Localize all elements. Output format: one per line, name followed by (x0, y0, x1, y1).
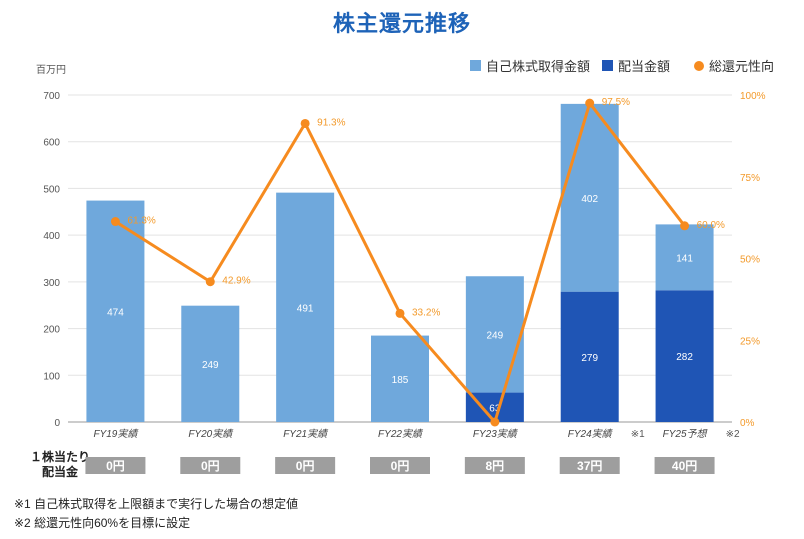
dps-value: 8円 (486, 459, 505, 473)
payout-ratio-label: 97.5% (602, 97, 630, 108)
bar-buyback (655, 224, 714, 291)
y2-tick-label: 100% (740, 91, 766, 102)
payout-ratio-label: 42.9% (222, 276, 250, 287)
bar-value-label: 141 (676, 253, 693, 264)
y2-tick-label: 0% (740, 418, 755, 429)
payout-ratio-line: 61.3% 42.9% 91.3% 33.2% 97.5% 60.0% (110, 97, 725, 427)
y-tick-label: 700 (43, 91, 60, 102)
dps-box (370, 457, 430, 474)
legend-label: 総還元性向 (709, 59, 774, 74)
y-tick-label: 500 (43, 184, 60, 195)
bar-value-label: 491 (297, 303, 314, 314)
bar-buyback (465, 276, 524, 393)
x-category-label: FY25予想 (663, 428, 708, 440)
bar-value-label: 185 (392, 375, 409, 386)
dps-value: 0円 (391, 459, 410, 473)
bar-value-label: 63 (489, 403, 501, 414)
y-axis-unit: 百万円 (36, 64, 66, 76)
bar-dividend (655, 290, 714, 422)
payout-ratio-label: 33.2% (412, 307, 440, 318)
footnotes: ※1 自己株式取得を上限額まで実行した場合の想定値 ※2 総還元性向60%を目標に… (14, 496, 298, 530)
dps-value: 0円 (106, 459, 125, 473)
y-axis-right: 0% 25% 50% 75% 100% (740, 91, 766, 429)
y-tick-label: 400 (43, 231, 60, 242)
legend-marker-payout-ratio (694, 61, 704, 71)
dps-header-line1: １株当たり (30, 449, 90, 464)
y2-tick-label: 50% (740, 255, 760, 266)
y-tick-label: 200 (43, 325, 60, 336)
dps-value: 40円 (672, 459, 697, 473)
payout-ratio-label: 91.3% (317, 117, 345, 128)
bar-buyback (276, 192, 335, 422)
dps-box (654, 457, 715, 474)
bar-value-label: 402 (581, 194, 598, 205)
bar-buyback (560, 103, 619, 292)
x-category-label: FY24実績 (568, 428, 614, 440)
x-category-label: FY23実績 (473, 428, 519, 440)
y2-tick-label: 25% (740, 336, 760, 347)
x-category-label: FY19実績 (93, 428, 139, 440)
y-tick-label: 0 (54, 418, 60, 429)
y-tick-label: 600 (43, 138, 60, 149)
payout-ratio-point (395, 308, 405, 318)
bar-buyback (371, 335, 429, 422)
dps-box (464, 457, 525, 474)
legend-marker-0 (470, 60, 481, 71)
bar-value-label: 249 (202, 360, 219, 371)
bar-dividend (560, 291, 619, 422)
chart-title: 株主還元推移 (332, 11, 471, 36)
payout-ratio-point (205, 277, 215, 287)
legend-label: 自己株式取得金額 (486, 59, 590, 74)
x-category-label: FY20実績 (188, 428, 234, 440)
dps-box (85, 457, 146, 474)
payout-ratio-label: 61.3% (127, 216, 155, 227)
x-axis-categories: FY19実績 FY20実績 FY21実績 FY22実績 FY23実績 FY24実績 ※1 FY… (93, 428, 739, 440)
y2-tick-label: 75% (740, 173, 760, 184)
y-tick-label: 100 (43, 371, 60, 382)
bar-value-label: 279 (581, 353, 598, 364)
dps-header-line2: 配当金 (42, 464, 79, 479)
payout-ratio-point (585, 98, 595, 108)
footnote: ※2 総還元性向60%を目標に設定 (14, 515, 190, 530)
payout-ratio-point (680, 221, 690, 231)
x-category-note: ※1 (631, 429, 645, 440)
bar-value-label: 474 (107, 307, 124, 318)
footnote: ※1 自己株式取得を上限額まで実行した場合の想定値 (14, 496, 298, 511)
bar-buyback (86, 200, 145, 422)
y-tick-label: 300 (43, 278, 60, 289)
legend-label: 配当金額 (618, 59, 670, 74)
dps-value: 37円 (577, 459, 602, 473)
legend-marker-1 (602, 60, 613, 71)
x-category-note: ※2 (726, 429, 740, 440)
bar-value-label: 282 (676, 352, 693, 363)
bar-value-label: 249 (487, 330, 504, 341)
payout-ratio-point (110, 217, 120, 227)
payout-ratio-label: 60.0% (697, 220, 725, 231)
legend: 自己株式取得金額 配当金額 総還元性向 (470, 59, 774, 74)
payout-ratio-point (300, 118, 310, 128)
dps-box (180, 457, 241, 474)
dps-value: 0円 (296, 459, 315, 473)
dps-box (559, 457, 620, 474)
dps-value: 0円 (201, 459, 220, 473)
bar-buyback (181, 305, 240, 422)
bars: 474 249 491 185 63 249 279 402 282 141 (86, 103, 714, 422)
x-category-label: FY22実績 (378, 428, 424, 440)
y-axis-left: 0 100 200 300 400 500 600 700 (43, 91, 60, 429)
x-category-label: FY21実績 (283, 428, 329, 440)
payout-ratio-point (490, 417, 500, 427)
dps-box (275, 457, 336, 474)
